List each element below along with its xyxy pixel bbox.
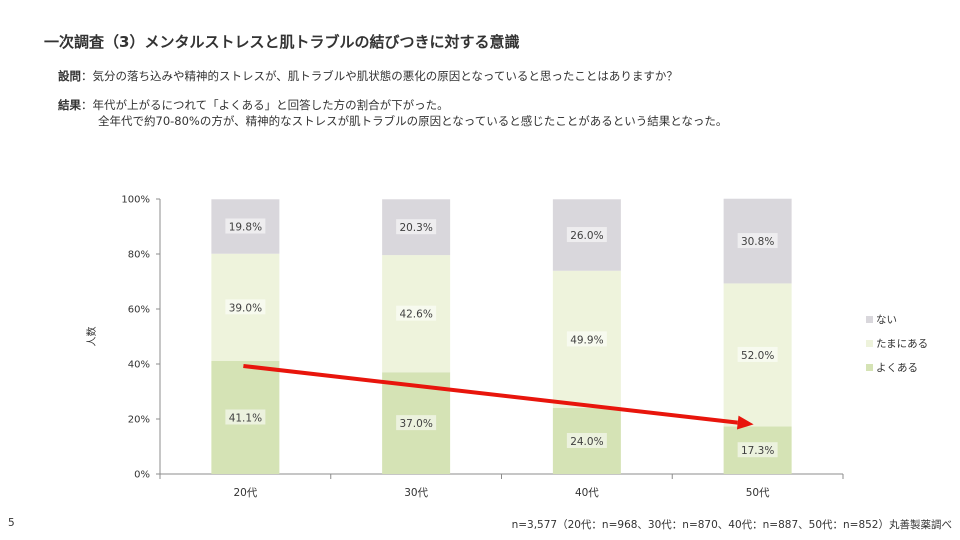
y-axis-title: 人数 — [85, 327, 98, 347]
data-label-bg — [396, 415, 437, 431]
legend-label: よくある — [876, 362, 918, 374]
result-label: 結果 — [58, 98, 81, 112]
data-label: 41.1% — [229, 412, 262, 424]
data-label-bg — [225, 218, 266, 234]
y-tick-label: 80% — [128, 250, 150, 261]
data-label: 26.0% — [570, 230, 603, 242]
result-line-1: 結果：年代が上がるにつれて「よくある」と回答した方の割合が下がった。 — [58, 97, 449, 113]
data-label-bg — [225, 409, 266, 425]
y-tick-label: 20% — [128, 415, 150, 426]
result-text-2: 全年代で約70-80%の方が、精神的なストレスが肌トラブルの原因となっていると感… — [98, 114, 728, 128]
data-label: 39.0% — [229, 302, 262, 314]
data-label: 52.0% — [741, 350, 774, 362]
question-line: 設問：気分の落ち込みや精神的ストレスが、肌トラブルや肌状態の悪化の原因となってい… — [58, 68, 678, 84]
legend-swatch — [866, 316, 873, 323]
data-label-bg — [396, 219, 437, 235]
data-label-bg — [566, 331, 607, 347]
legend-swatch — [866, 364, 873, 371]
data-label: 30.8% — [741, 236, 774, 248]
x-tick-label: 40代 — [575, 487, 599, 499]
data-label-bg — [566, 227, 607, 243]
data-label-bg — [737, 346, 778, 362]
legend-label: たまにある — [876, 338, 928, 350]
x-tick-label: 20代 — [233, 487, 257, 499]
data-label: 17.3% — [741, 445, 774, 457]
data-label-bg — [225, 299, 266, 315]
data-label-bg — [396, 305, 437, 321]
trend-arrow-head — [736, 415, 754, 430]
data-label-bg — [737, 233, 778, 249]
y-tick-label: 0% — [134, 470, 150, 481]
data-label: 20.3% — [399, 222, 432, 234]
y-tick-label: 40% — [128, 360, 150, 371]
data-label: 49.9% — [570, 334, 603, 346]
page-number: 5 — [8, 517, 15, 529]
y-tick-label: 60% — [128, 305, 150, 316]
legend-label: ない — [876, 314, 897, 326]
data-label-bg — [566, 433, 607, 448]
sample-size-footnote: n=3,577（20代：n=968、30代：n=870、40代：n=887、50… — [511, 519, 952, 531]
question-label: 設問 — [58, 69, 81, 83]
data-label: 37.0% — [399, 418, 432, 430]
trend-arrow-line — [243, 363, 738, 425]
y-tick-label: 100% — [121, 195, 150, 206]
data-label: 24.0% — [570, 436, 603, 448]
data-label-bg — [737, 442, 778, 458]
slide-title: 一次調査（3）メンタルストレスと肌トラブルの結びつきに対する意識 — [44, 33, 520, 51]
data-label: 42.6% — [399, 309, 432, 321]
x-tick-label: 30代 — [404, 487, 428, 499]
data-label: 19.8% — [229, 222, 262, 234]
question-text: ：気分の落ち込みや精神的ストレスが、肌トラブルや肌状態の悪化の原因となっていると… — [81, 69, 678, 83]
result-text-1: ：年代が上がるにつれて「よくある」と回答した方の割合が下がった。 — [81, 98, 449, 112]
x-tick-label: 50代 — [746, 487, 770, 499]
legend-swatch — [866, 340, 873, 347]
